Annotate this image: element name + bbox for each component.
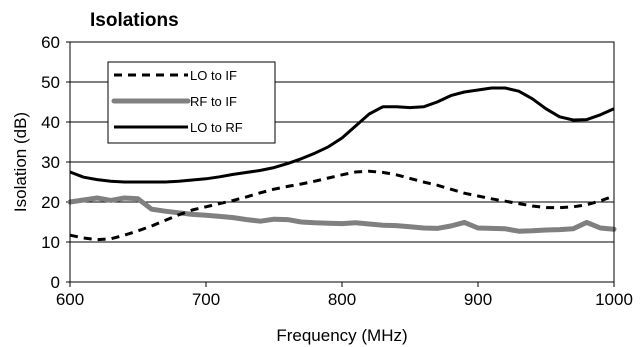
x-tick-label: 700 bbox=[192, 290, 220, 309]
x-tick-labels: 600 700 800 900 1000 bbox=[56, 282, 633, 309]
y-tick-label: 10 bbox=[41, 233, 60, 252]
plot-frame bbox=[69, 41, 615, 283]
y-tick-label: 20 bbox=[41, 193, 60, 212]
y-tick-label: 60 bbox=[41, 33, 60, 52]
legend-label-lo-to-if: LO to IF bbox=[190, 68, 237, 83]
y-tick-label: 40 bbox=[41, 113, 60, 132]
series-line-lo-to-rf bbox=[69, 86, 615, 184]
series-layer bbox=[67, 86, 617, 242]
y-tick-label: 30 bbox=[41, 153, 60, 172]
y-tick-label: 50 bbox=[41, 73, 60, 92]
x-tick-label: 600 bbox=[56, 290, 84, 309]
legend: LO to IF RF to IF LO to RF bbox=[107, 61, 276, 144]
y-tick-label: 0 bbox=[51, 273, 60, 292]
series-line-lo-to-if bbox=[69, 169, 615, 242]
x-tick-label: 900 bbox=[464, 290, 492, 309]
series-line-rf-to-if bbox=[67, 195, 617, 234]
legend-label-rf-to-if: RF to IF bbox=[190, 94, 237, 109]
legend-label-lo-to-rf: LO to RF bbox=[190, 120, 243, 135]
x-tick-label: 1000 bbox=[595, 290, 633, 309]
x-axis-label: Frequency (MHz) bbox=[276, 326, 407, 345]
y-tick-labels: 0 10 20 30 40 50 60 bbox=[41, 33, 70, 292]
x-tick-label: 800 bbox=[328, 290, 356, 309]
chart-title: Isolations bbox=[90, 10, 179, 31]
y-axis-label: Isolation (dB) bbox=[11, 112, 30, 212]
